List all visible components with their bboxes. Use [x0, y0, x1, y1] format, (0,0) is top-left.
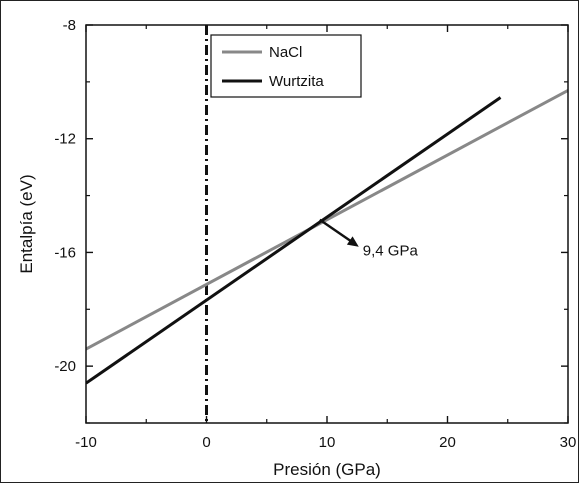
y-tick-label: -20 [54, 358, 76, 375]
x-axis-title: Presión (GPa) [273, 460, 381, 479]
legend: NaCl Wurtzita [210, 34, 362, 98]
legend-label-wurtzita: Wurtzita [269, 73, 324, 90]
y-tick-label: -8 [63, 17, 76, 34]
y-axis-ticks: -8 -12 -16 -20 [54, 17, 568, 424]
transition-annotation: 9,4 GPa [319, 218, 419, 260]
series-layer [86, 89, 568, 385]
annotation-label: 9,4 GPa [363, 243, 419, 260]
y-tick-label: -12 [54, 131, 76, 148]
y-tick-label: -16 [54, 244, 76, 261]
x-tick-label: 30 [560, 434, 577, 451]
annotation-arrow [319, 218, 353, 243]
series-line-wurtzita [86, 96, 502, 385]
legend-box [210, 34, 362, 98]
y-axis-title: Entalpía (eV) [17, 174, 36, 273]
annotation-arrow-head [346, 236, 359, 247]
series-line-nacl [86, 89, 568, 351]
x-tick-label: 10 [319, 434, 336, 451]
x-tick-label: -10 [75, 434, 97, 451]
legend-label-nacl: NaCl [269, 44, 302, 61]
x-tick-label: 20 [439, 434, 456, 451]
x-tick-label: 0 [202, 434, 210, 451]
x-axis-ticks: -10 0 10 20 30 [75, 25, 576, 451]
